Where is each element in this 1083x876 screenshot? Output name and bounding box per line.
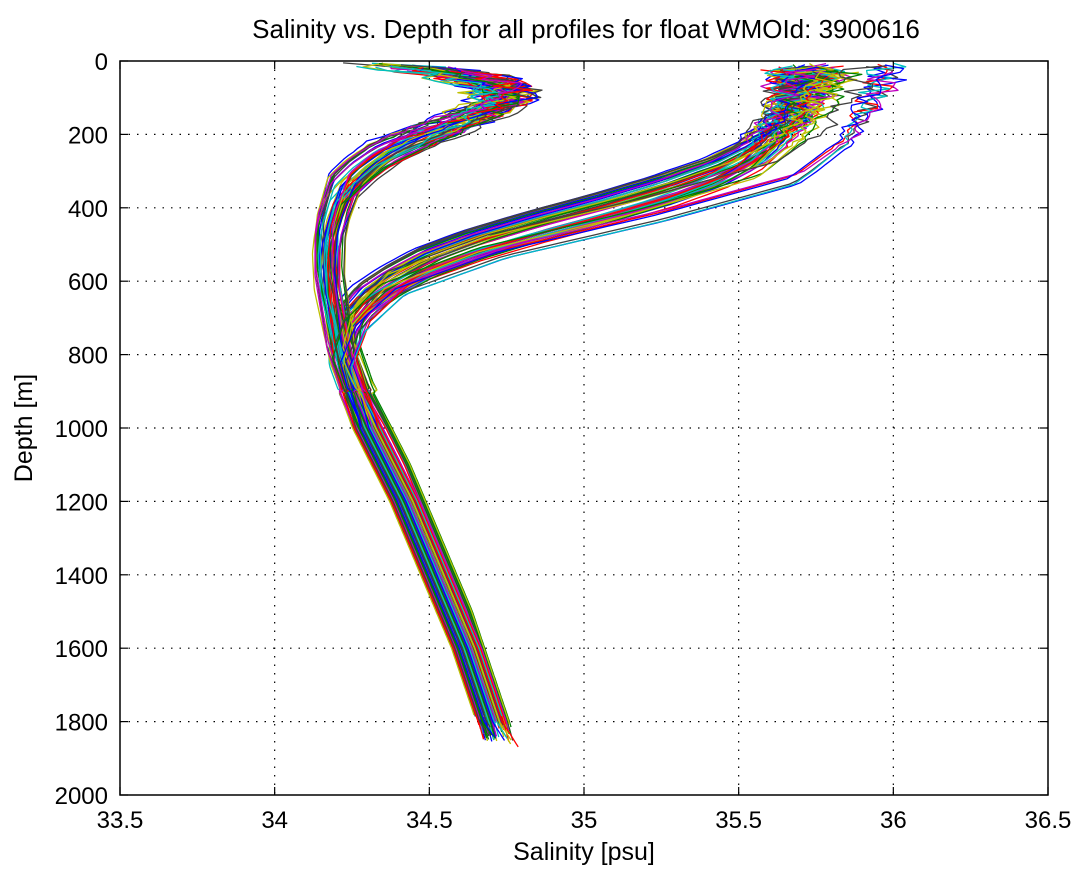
y-tick-label: 800 [68, 343, 108, 370]
y-tick-label: 2000 [55, 783, 108, 810]
y-tick-label: 200 [68, 122, 108, 149]
profile-lines [311, 62, 908, 748]
x-axis-label: Salinity [psu] [513, 838, 655, 866]
x-tick-label: 34 [261, 807, 288, 834]
grid [120, 61, 1048, 795]
axis-ticks: 33.5 34 34.5 35 35.5 36 36.5 0 200 400 600 800 1000 1… [55, 49, 1072, 834]
chart-title: Salinity vs. Depth for all profiles for … [252, 14, 920, 44]
salinity-profile-line [343, 65, 899, 728]
salinity-profile-line [340, 64, 905, 737]
y-tick-label: 600 [68, 269, 108, 296]
salinity-profile-line [326, 70, 531, 740]
salinity-profile-line [352, 72, 814, 734]
x-tick-label: 35 [571, 807, 598, 834]
y-tick-label: 1200 [55, 489, 108, 516]
salinity-profile-line [343, 71, 845, 741]
y-tick-label: 0 [95, 49, 108, 76]
y-axis-label: Depth [m] [10, 374, 38, 482]
salinity-profile-line [332, 70, 863, 736]
plot-area [311, 62, 908, 748]
salinity-profile-line [331, 66, 511, 725]
salinity-profile-line [355, 63, 894, 748]
y-tick-label: 1800 [55, 710, 108, 737]
y-tick-label: 1600 [55, 636, 108, 663]
x-tick-label: 33.5 [97, 807, 144, 834]
x-tick-label: 36.5 [1025, 807, 1072, 834]
salinity-profile-line [334, 65, 888, 731]
y-tick-label: 1000 [55, 416, 108, 443]
salinity-profile-line [349, 64, 908, 741]
x-tick-label: 36 [880, 807, 907, 834]
salinity-profile-line [359, 71, 841, 733]
x-tick-label: 34.5 [406, 807, 453, 834]
x-tick-label: 35.5 [715, 807, 762, 834]
y-tick-label: 1400 [55, 563, 108, 590]
y-tick-label: 400 [68, 196, 108, 223]
salinity-profile-line [353, 71, 899, 722]
